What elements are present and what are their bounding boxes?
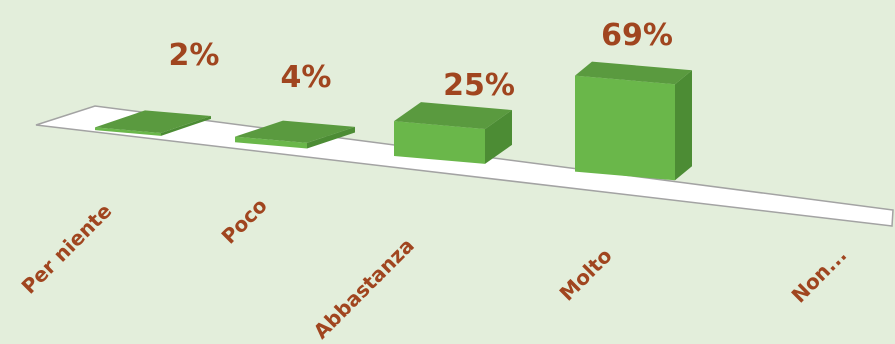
bar-top-face bbox=[95, 110, 211, 134]
bar-front-face bbox=[95, 127, 161, 136]
bar-front-face bbox=[235, 136, 307, 149]
bar-abbastanza bbox=[394, 102, 512, 164]
bar-top-face bbox=[235, 120, 355, 143]
category-label: Molto bbox=[555, 243, 617, 305]
category-label: Per niente bbox=[17, 199, 117, 299]
value-label: 69% bbox=[601, 18, 673, 53]
value-label: 25% bbox=[443, 68, 515, 103]
value-label: 2% bbox=[169, 38, 220, 73]
bar-molto bbox=[575, 61, 692, 181]
bar-front-face bbox=[394, 121, 485, 164]
bar-side-face bbox=[161, 116, 211, 136]
category-label: Poco bbox=[217, 193, 272, 248]
bar-side-face bbox=[675, 70, 692, 181]
bar-poco bbox=[235, 120, 355, 149]
bar-side-face bbox=[307, 126, 355, 149]
category-labels-layer: Per niente Poco Abbastanza Molto Non... bbox=[17, 193, 852, 343]
value-label: 4% bbox=[281, 60, 332, 95]
category-label: Abbastanza bbox=[309, 233, 419, 343]
category-label: Non... bbox=[787, 243, 852, 308]
bar-front-face bbox=[575, 75, 675, 181]
bar-side-face bbox=[485, 110, 512, 164]
bar-per-niente bbox=[95, 110, 211, 136]
bar-top-face bbox=[394, 102, 512, 130]
bar-top-face bbox=[575, 61, 692, 85]
bars-layer bbox=[95, 61, 692, 181]
value-labels-layer: 2% 4% 25% 69% bbox=[169, 18, 673, 103]
